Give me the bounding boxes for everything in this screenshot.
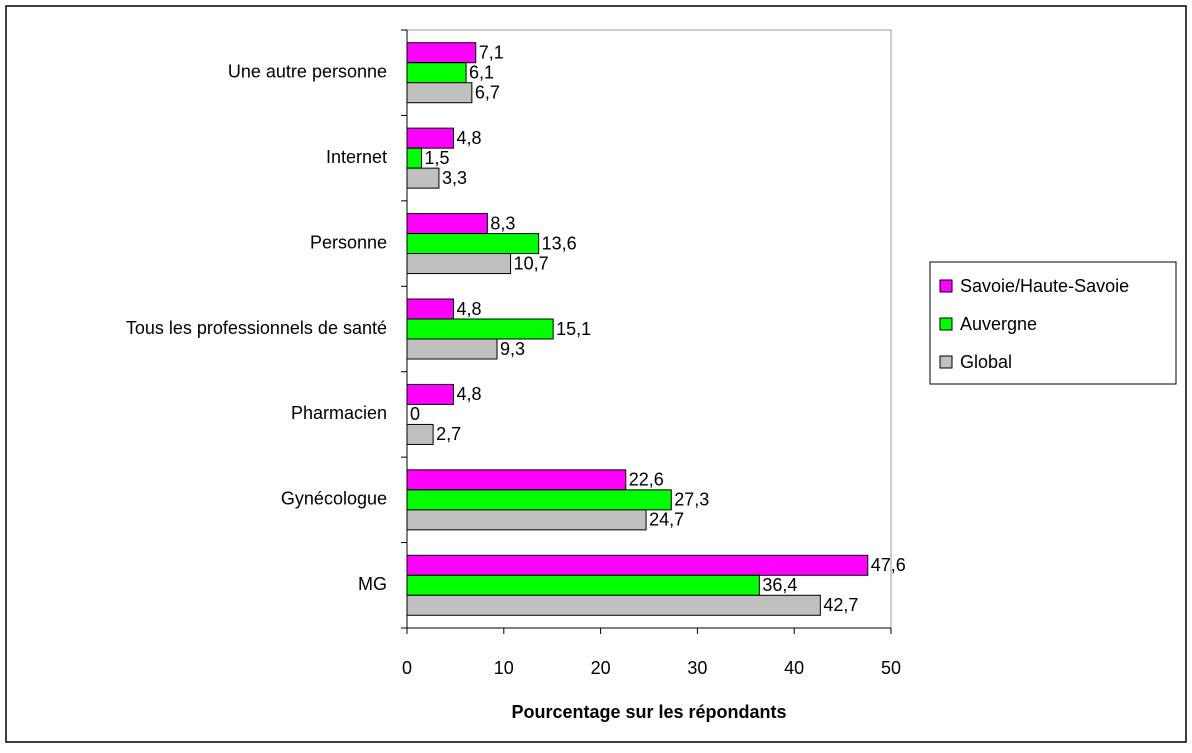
data-label: 27,3 [674, 490, 709, 510]
y-tick-label: MG [358, 574, 387, 594]
bar [406, 318, 554, 340]
x-tick-label: 40 [784, 658, 804, 678]
y-tick-label: Personne [310, 232, 387, 252]
data-label: 0 [410, 404, 420, 424]
bar [406, 42, 477, 64]
x-tick-label: 30 [687, 658, 707, 678]
x-tick-label: 20 [591, 658, 611, 678]
y-tick-label: Une autre personne [228, 61, 387, 81]
legend-swatch [939, 279, 953, 293]
y-tick-label: Pharmacien [291, 403, 387, 423]
data-label: 4,8 [456, 299, 481, 319]
bar [406, 147, 423, 169]
x-tick-label: 0 [402, 658, 412, 678]
bar [406, 554, 869, 576]
data-label: 2,7 [436, 424, 461, 444]
legend-label: Auvergne [960, 314, 1037, 334]
bar [406, 338, 498, 360]
y-tick-label: Gynécologue [281, 489, 387, 509]
data-label: 36,4 [762, 575, 797, 595]
bar [406, 489, 672, 511]
x-tick-label: 50 [881, 658, 901, 678]
bar [406, 233, 540, 255]
legend-label: Global [960, 352, 1012, 372]
data-label: 9,3 [500, 339, 525, 359]
data-label: 7,1 [479, 42, 504, 62]
legend-swatch [939, 317, 953, 331]
y-tick-label: Tous les professionnels de santé [126, 318, 387, 338]
data-label: 6,1 [469, 62, 494, 82]
data-label: 8,3 [490, 213, 515, 233]
x-axis-label: Pourcentage sur les répondants [511, 702, 786, 722]
bar [406, 62, 467, 84]
y-tick-label: Internet [326, 147, 387, 167]
bar [406, 509, 647, 531]
legend-swatch [939, 355, 953, 369]
bar [406, 383, 454, 405]
bar [406, 594, 821, 616]
bar [406, 469, 627, 491]
data-label: 4,8 [456, 384, 481, 404]
bar [406, 574, 760, 596]
x-tick-label: 10 [494, 658, 514, 678]
data-label: 6,7 [475, 82, 500, 102]
data-label: 15,1 [556, 319, 591, 339]
bar [406, 298, 454, 320]
legend-box [929, 261, 1177, 385]
data-label: 3,3 [442, 168, 467, 188]
bar [406, 167, 440, 189]
bar [406, 253, 512, 275]
data-label: 22,6 [629, 470, 664, 490]
bar [406, 213, 488, 235]
bar [406, 127, 454, 149]
data-label: 13,6 [542, 233, 577, 253]
data-label: 47,6 [871, 555, 906, 575]
data-label: 24,7 [649, 510, 684, 530]
data-label: 4,8 [456, 128, 481, 148]
data-label: 10,7 [514, 253, 549, 273]
bar [406, 82, 473, 104]
legend-label: Savoie/Haute-Savoie [960, 276, 1129, 296]
bar [406, 423, 434, 445]
data-label: 42,7 [823, 595, 858, 615]
data-label: 1,5 [425, 148, 450, 168]
